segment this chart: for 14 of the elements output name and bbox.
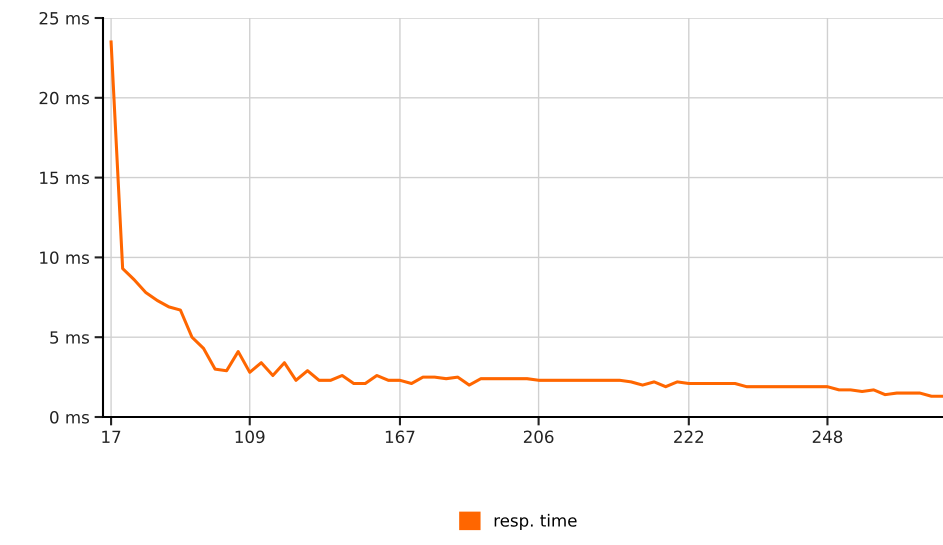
y-tick-label: 0 ms: [50, 410, 89, 424]
y-tick-label: 5 ms: [50, 331, 89, 344]
y-tick-label: 20 ms: [40, 92, 89, 104]
y-tick-label: 10 ms: [40, 251, 89, 264]
legend-label: resp. time: [494, 514, 577, 530]
line-series: [110, 40, 943, 398]
x-tick-label: 167: [386, 430, 414, 444]
y-tick-label: 25 ms: [40, 12, 89, 25]
x-tick-label: 206: [524, 430, 554, 444]
x-tick-label: 222: [674, 430, 704, 443]
x-tick-label: 17: [102, 430, 120, 443]
y-tick-label: 15 ms: [40, 172, 89, 184]
x-tick-label: 248: [812, 430, 842, 444]
x-tick-label: 109: [236, 430, 264, 444]
